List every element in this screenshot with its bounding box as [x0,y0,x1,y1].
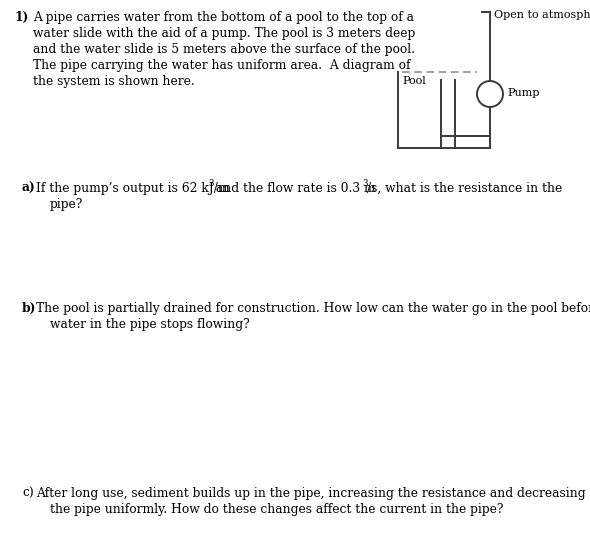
Text: c): c) [22,487,34,500]
Text: 3: 3 [208,179,214,188]
Text: /s, what is the resistance in the: /s, what is the resistance in the [367,182,562,195]
Text: Open to atmosphere: Open to atmosphere [494,10,590,20]
Text: The pool is partially drained for construction. How low can the water go in the : The pool is partially drained for constr… [36,302,590,315]
Text: Pool: Pool [402,76,426,86]
Text: water in the pipe stops flowing?: water in the pipe stops flowing? [50,318,250,331]
Text: The pipe carrying the water has uniform area.  A diagram of: The pipe carrying the water has uniform … [33,59,411,72]
Text: If the pump’s output is 62 kJ/m: If the pump’s output is 62 kJ/m [36,182,230,195]
Text: a): a) [22,182,36,195]
Text: 3: 3 [362,179,368,188]
Text: water slide with the aid of a pump. The pool is 3 meters deep: water slide with the aid of a pump. The … [33,27,415,40]
Text: and the flow rate is 0.3 m: and the flow rate is 0.3 m [212,182,376,195]
Text: the system is shown here.: the system is shown here. [33,75,195,88]
Text: A pipe carries water from the bottom of a pool to the top of a: A pipe carries water from the bottom of … [33,11,414,24]
Text: b): b) [22,302,37,315]
Text: and the water slide is 5 meters above the surface of the pool.: and the water slide is 5 meters above th… [33,43,415,56]
Text: 1): 1) [14,11,28,24]
Text: the pipe uniformly. How do these changes affect the current in the pipe?: the pipe uniformly. How do these changes… [50,503,503,516]
Text: pipe?: pipe? [50,198,83,211]
Text: After long use, sediment builds up in the pipe, increasing the resistance and de: After long use, sediment builds up in th… [36,487,590,500]
Text: Pump: Pump [507,88,539,98]
